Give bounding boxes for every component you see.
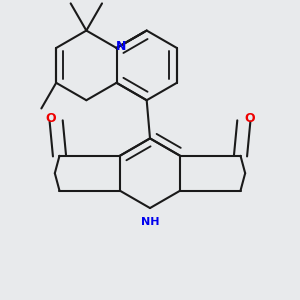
Text: N: N: [116, 40, 126, 53]
Text: O: O: [244, 112, 255, 125]
Text: O: O: [45, 112, 56, 125]
Text: NH: NH: [141, 218, 159, 227]
